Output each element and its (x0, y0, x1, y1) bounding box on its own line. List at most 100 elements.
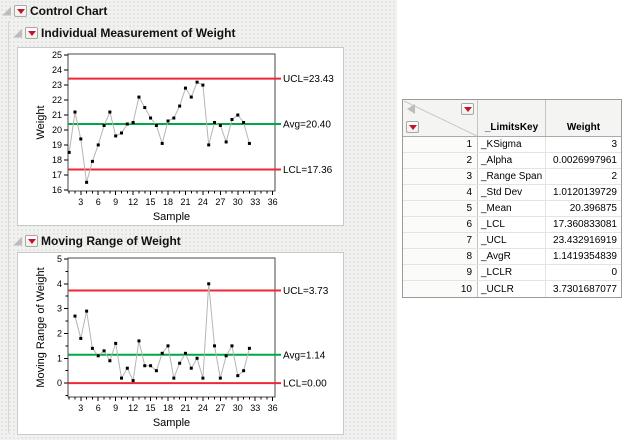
weight-value-cell[interactable]: 1.1419354839 (553, 251, 617, 262)
limitskey-cell[interactable]: _KSigma (478, 137, 546, 152)
weight-value-cell[interactable]: 3 (611, 139, 617, 150)
y-tick-label: 5 (57, 254, 62, 264)
control-line-label: Avg=1.14 (283, 350, 326, 361)
moving-range-chart-frame: UCL=3.73 Avg=1.14 LCL=0.00 3 6 9 12 15 18 21 24 27 3… (17, 252, 344, 435)
weight-value-cell[interactable]: 0.0026997961 (553, 155, 617, 166)
columns-menu-icon[interactable] (461, 103, 474, 115)
weight-value-cell[interactable]: 1.0120139729 (553, 187, 617, 198)
data-point-marker (154, 123, 158, 127)
row-number-cell[interactable]: 6 (403, 217, 478, 232)
row-number-cell[interactable]: 3 (403, 169, 478, 184)
data-point-marker (189, 366, 193, 370)
weight-value-cell[interactable]: 3.7301687077 (553, 283, 617, 295)
table-row[interactable]: 10 _UCLR 3.7301687077 (403, 281, 621, 297)
outline-title-control-chart[interactable]: Control Chart (30, 4, 108, 18)
table-row[interactable]: 6 _LCL 17.360833081 (403, 217, 621, 233)
disclosure-open-icon[interactable] (13, 28, 22, 38)
outline-title-individual[interactable]: Individual Measurement of Weight (41, 26, 236, 40)
data-point-marker (79, 336, 83, 340)
row-number-cell[interactable]: 5 (403, 201, 478, 216)
data-point-marker (178, 361, 182, 365)
data-point-marker (119, 131, 123, 135)
data-point-marker (96, 143, 100, 147)
x-tick-label: 6 (96, 197, 101, 207)
data-point-marker (183, 351, 187, 355)
red-triangle-menu-icon[interactable] (25, 27, 38, 39)
outline-header-control-chart: Control Chart (2, 3, 107, 19)
outline-header-moving-range: Moving Range of Weight (13, 233, 181, 249)
row-number-cell[interactable]: 4 (403, 185, 478, 200)
data-point-marker (125, 366, 129, 370)
limitskey-cell[interactable]: _LCLR (478, 265, 546, 280)
limitskey-cell[interactable]: _Std Dev (478, 185, 546, 200)
corner-diagonal-line (403, 100, 478, 137)
y-tick-label: 18 (52, 155, 62, 165)
table-row[interactable]: 9 _LCLR 0 (403, 265, 621, 281)
data-point-marker (172, 116, 176, 120)
table-row[interactable]: 1 _KSigma 3 (403, 137, 621, 153)
rows-menu-icon[interactable] (406, 121, 419, 133)
column-header-weight[interactable]: Weight (566, 122, 601, 133)
row-number-cell[interactable]: 7 (403, 233, 478, 248)
table-row[interactable]: 5 _Mean 20.396875 (403, 201, 621, 217)
limitskey-cell[interactable]: _Alpha (478, 153, 546, 168)
data-point-marker (195, 356, 199, 360)
limitskey-cell[interactable]: _Mean (478, 201, 546, 216)
x-tick-label: 12 (128, 403, 138, 413)
data-point-marker (218, 123, 222, 127)
control-line-label: UCL=3.73 (283, 286, 329, 297)
plot-area (67, 53, 276, 192)
column-header-limitskey[interactable]: _LimitsKey (478, 100, 546, 136)
red-triangle-menu-icon[interactable] (14, 5, 27, 17)
data-point-marker (160, 351, 164, 355)
row-number-cell[interactable]: 9 (403, 265, 478, 280)
table-row[interactable]: 2 _Alpha 0.0026997961 (403, 153, 621, 169)
data-point-marker (114, 134, 118, 138)
limitskey-cell[interactable]: _LCL (478, 217, 546, 232)
columns-panel-collapse-icon[interactable] (407, 104, 415, 114)
weight-value-cell[interactable]: 2 (611, 171, 617, 182)
table-row[interactable]: 7 _UCL 23.432916919 (403, 233, 621, 249)
data-point-marker (201, 376, 205, 380)
x-tick-label: 36 (268, 197, 278, 207)
data-point-marker (131, 379, 135, 383)
control-line-label: LCL=0.00 (283, 379, 327, 390)
weight-value-cell[interactable]: 17.360833081 (553, 219, 617, 230)
data-point-marker (79, 137, 83, 141)
y-tick-label: 19 (52, 140, 62, 150)
table-row[interactable]: 3 _Range Span 2 (403, 169, 621, 185)
limitskey-cell[interactable]: _AvgR (478, 249, 546, 264)
x-axis-title: Sample (153, 417, 190, 429)
table-row[interactable]: 8 _AvgR 1.1419354839 (403, 249, 621, 265)
outline-indent-line (8, 21, 9, 433)
outline-title-moving-range[interactable]: Moving Range of Weight (41, 234, 181, 248)
data-point-marker (67, 150, 71, 154)
weight-value-cell[interactable]: 23.432916919 (553, 235, 617, 246)
disclosure-open-icon[interactable] (13, 236, 22, 246)
data-point-marker (108, 110, 112, 114)
table-header-row: _LimitsKey Weight (403, 100, 621, 137)
red-triangle-menu-icon[interactable] (25, 235, 38, 247)
row-number-cell[interactable]: 1 (403, 137, 478, 152)
x-tick-label: 33 (250, 403, 260, 413)
limitskey-cell[interactable]: _UCL (478, 233, 546, 248)
weight-value-cell[interactable]: 20.396875 (569, 203, 617, 214)
data-point-marker (102, 123, 106, 127)
y-axis-title: Weight (35, 105, 47, 139)
row-number-cell[interactable]: 8 (403, 249, 478, 264)
data-point-marker (178, 104, 182, 108)
disclosure-open-icon[interactable] (2, 6, 11, 16)
row-number-cell[interactable]: 10 (403, 281, 478, 297)
weight-value-cell[interactable]: 0 (611, 267, 617, 278)
x-tick-label: 33 (250, 197, 260, 207)
data-point-marker (149, 364, 153, 368)
limitskey-cell[interactable]: _UCLR (478, 281, 546, 297)
table-row[interactable]: 4 _Std Dev 1.0120139729 (403, 185, 621, 201)
limitskey-cell[interactable]: _Range Span (478, 169, 546, 184)
y-tick-label: 3 (57, 304, 62, 314)
row-number-cell[interactable]: 2 (403, 153, 478, 168)
data-point-marker (154, 369, 158, 373)
